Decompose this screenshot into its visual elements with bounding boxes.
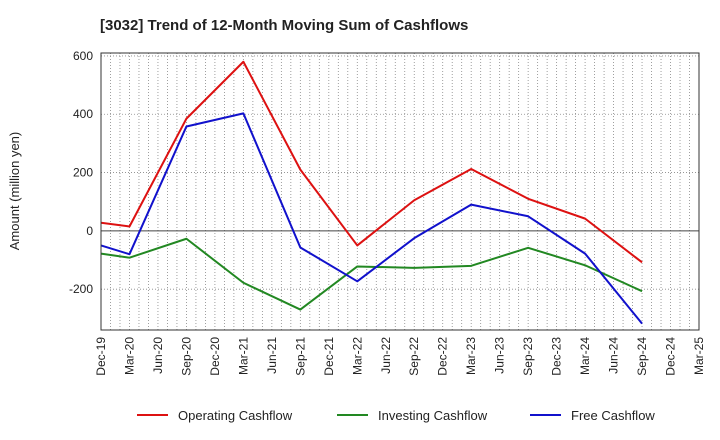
x-tick-label: Sep-24 — [635, 337, 649, 376]
chart-title: [3032] Trend of 12-Month Moving Sum of C… — [100, 17, 468, 34]
y-tick-label: 200 — [73, 166, 93, 180]
grid-layer — [101, 53, 699, 330]
x-tick-label: Sep-21 — [293, 337, 307, 376]
x-tick-label: Jun-22 — [379, 337, 393, 374]
y-tick-label: 0 — [86, 224, 93, 238]
x-tick-label: Dec-19 — [94, 337, 108, 376]
x-tick-label: Dec-20 — [208, 337, 222, 376]
y-tick-label: 600 — [73, 49, 93, 63]
x-tick-label: Mar-23 — [464, 337, 478, 375]
x-tick-label: Jun-20 — [151, 337, 165, 374]
axis-layer — [100, 52, 700, 331]
x-tick-label: Jun-21 — [265, 337, 279, 374]
y-tick-label: -200 — [69, 282, 93, 296]
x-tick-label: Mar-24 — [578, 337, 592, 375]
x-tick-label: Jun-23 — [493, 337, 507, 374]
series-line-investing-cashflow — [100, 237, 643, 311]
x-tick-label: Jun-24 — [607, 337, 621, 374]
y-axis-label: Amount (million yen) — [7, 132, 22, 251]
series-layer — [100, 60, 643, 325]
x-tick-label: Mar-20 — [122, 337, 136, 375]
legend-label: Free Cashflow — [571, 408, 655, 423]
x-tick-label: Sep-23 — [521, 337, 535, 376]
series-line-free-cashflow — [100, 112, 643, 325]
x-tick-label: Dec-24 — [664, 337, 678, 376]
x-tick-label: Mar-22 — [350, 337, 364, 375]
x-tick-label: Dec-23 — [550, 337, 564, 376]
series-line-operating-cashflow — [100, 60, 643, 264]
legend: Operating Cashflow Investing Cashflow Free… — [137, 408, 655, 423]
x-tick-label: Sep-20 — [179, 337, 193, 376]
x-tick-label: Mar-25 — [692, 337, 706, 375]
y-tick-label: 400 — [73, 107, 93, 121]
x-tick-label: Dec-21 — [322, 337, 336, 376]
x-tick-label: Sep-22 — [407, 337, 421, 376]
x-tick-labels: Dec-19 Mar-20 Jun-20 Sep-20 Dec-20 Mar-21 Jun-… — [94, 337, 706, 376]
x-tick-label: Mar-21 — [236, 337, 250, 375]
legend-label: Investing Cashflow — [378, 408, 488, 423]
y-tick-labels: -200 0 200 400 600 — [69, 49, 93, 296]
legend-label: Operating Cashflow — [178, 408, 293, 423]
x-tick-label: Dec-22 — [436, 337, 450, 376]
plot-frame — [100, 52, 700, 331]
